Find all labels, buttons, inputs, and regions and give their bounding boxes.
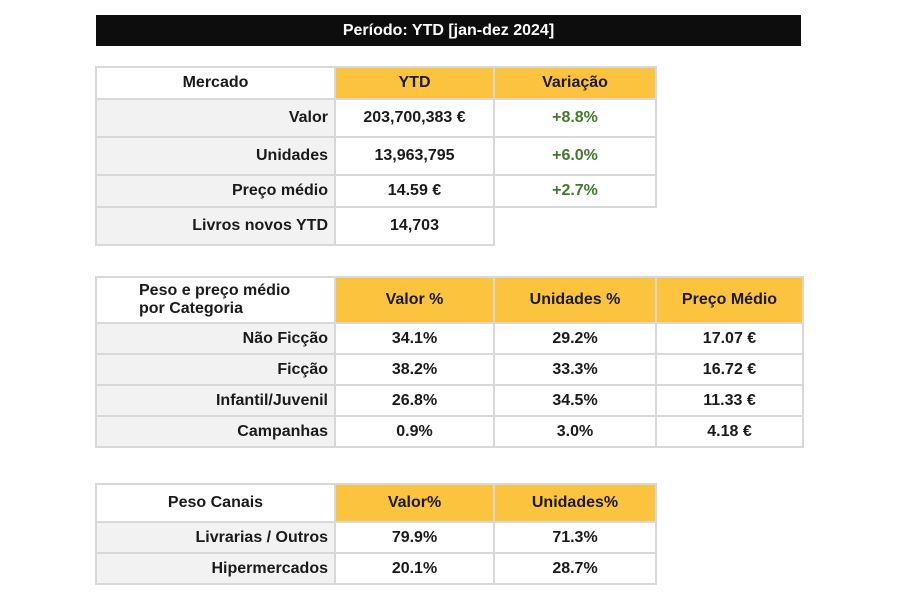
table-row: Livrarias / Outros 79.9% 71.3% [95,521,657,554]
canais-header-row: Peso Canais Valor% Unidades% [95,483,657,523]
ytd-value: 14.59 € [334,174,495,208]
table-row: Valor 203,700,383 € +8.8% [95,98,657,138]
valor-value: 0.9% [334,415,495,448]
valor-value: 34.1% [334,322,495,355]
ytd-value: 203,700,383 € [334,98,495,138]
categoria-table: Peso e preço médio por Categoria Valor %… [95,276,804,448]
canais-table: Peso Canais Valor% Unidades% Livrarias /… [95,483,657,585]
valor-value: 79.9% [334,521,495,554]
variation-value: +2.7% [493,174,657,208]
row-label: Hipermercados [95,552,336,585]
unidades-value: 28.7% [493,552,657,585]
row-label: Campanhas [95,415,336,448]
preco-value: 17.07 € [655,322,804,355]
valor-value: 20.1% [334,552,495,585]
table-row: Ficção 38.2% 33.3% 16.72 € [95,353,804,386]
mercado-header-ytd: YTD [334,66,495,100]
canais-header-unidades: Unidades% [493,483,657,523]
canais-header-label: Peso Canais [95,483,336,523]
row-label: Livrarias / Outros [95,521,336,554]
unidades-value: 29.2% [493,322,657,355]
variation-value: +6.0% [493,136,657,176]
variation-value: +8.8% [493,98,657,138]
categoria-header-label: Peso e preço médio por Categoria [95,276,336,324]
categoria-header-unidades: Unidades % [493,276,657,324]
row-label: Não Ficção [95,322,336,355]
table-row: Infantil/Juvenil 26.8% 34.5% 11.33 € [95,384,804,417]
mercado-header-variacao: Variação [493,66,657,100]
unidades-value: 33.3% [493,353,657,386]
valor-value: 38.2% [334,353,495,386]
table-row: Hipermercados 20.1% 28.7% [95,552,657,585]
row-label: Valor [95,98,336,138]
row-label: Unidades [95,136,336,176]
row-label: Preço médio [95,174,336,208]
unidades-value: 3.0% [493,415,657,448]
canais-header-valor: Valor% [334,483,495,523]
valor-value: 26.8% [334,384,495,417]
ytd-value: 13,963,795 [334,136,495,176]
categoria-header-line2: por Categoria [139,300,244,317]
unidades-value: 71.3% [493,521,657,554]
mercado-table: Mercado YTD Variação Valor 203,700,383 €… [95,66,657,246]
table-row: Não Ficção 34.1% 29.2% 17.07 € [95,322,804,355]
categoria-header-line1: Peso e preço médio [139,282,291,299]
mercado-header-row: Mercado YTD Variação [95,66,657,100]
categoria-header-row: Peso e preço médio por Categoria Valor %… [95,276,804,324]
row-label: Ficção [95,353,336,386]
mercado-header-label: Mercado [95,66,336,100]
preco-value: 16.72 € [655,353,804,386]
unidades-value: 34.5% [493,384,657,417]
row-label: Infantil/Juvenil [95,384,336,417]
table-row: Preço médio 14.59 € +2.7% [95,174,657,208]
preco-value: 11.33 € [655,384,804,417]
table-row: Campanhas 0.9% 3.0% 4.18 € [95,415,804,448]
row-label: Livros novos YTD [95,206,336,246]
table-row: Unidades 13,963,795 +6.0% [95,136,657,176]
preco-value: 4.18 € [655,415,804,448]
categoria-header-preco: Preço Médio [655,276,804,324]
empty-cell [494,207,656,245]
ytd-value: 14,703 [334,206,495,246]
period-banner: Período: YTD [jan-dez 2024] [96,15,801,46]
categoria-header-valor: Valor % [334,276,495,324]
table-row: Livros novos YTD 14,703 [95,206,656,246]
